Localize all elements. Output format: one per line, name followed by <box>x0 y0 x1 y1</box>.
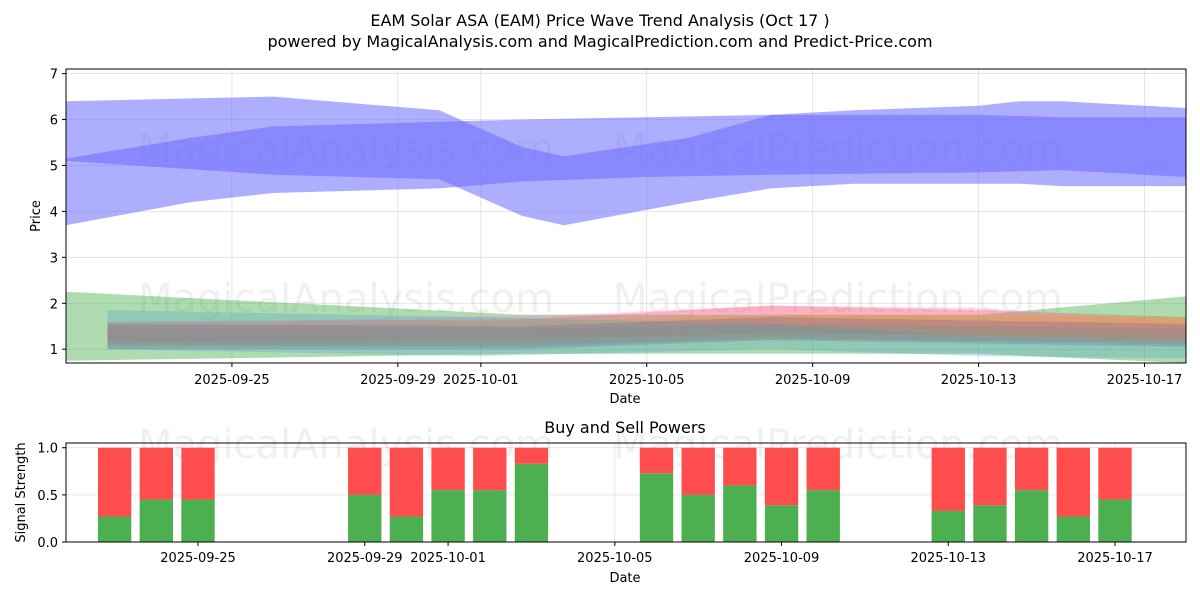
sell-bar-2025-10-16 <box>1056 447 1090 517</box>
sell-bar-2025-10-08 <box>723 447 757 486</box>
buy-bar-2025-10-16 <box>1056 516 1090 542</box>
signal-y-tick-label-0: 0.0 <box>37 536 58 551</box>
price-x-tick-label-5: 2025-10-13 <box>941 373 1017 388</box>
signal-axes-frame <box>65 442 1187 543</box>
price-y-tick-label-2: 3 <box>50 251 58 266</box>
buy-bar-2025-09-25 <box>181 499 215 542</box>
sell-bar-2025-10-10 <box>806 447 840 491</box>
chart-subtitle: powered by MagicalAnalysis.com and Magic… <box>267 32 932 51</box>
price-y-tick-label-6: 7 <box>50 68 58 83</box>
price-x-tick-label-2: 2025-10-01 <box>443 373 519 388</box>
signal-panel: MagicalAnalysis.com MagicalPrediction.com… <box>14 418 1187 586</box>
green-wide-band <box>66 291 1186 363</box>
buy-bar-2025-10-08 <box>723 485 757 542</box>
buy-bar-2025-10-03 <box>514 463 549 542</box>
pink-band <box>107 305 1186 340</box>
signal-y-tick-label-2: 1.0 <box>37 442 58 457</box>
signal-x-tick-label-6: 2025-10-17 <box>1077 551 1153 566</box>
buy-bar-2025-10-10 <box>806 490 840 542</box>
buy-bar-2025-09-24 <box>139 499 173 542</box>
buy-bar-2025-10-14 <box>973 505 1007 542</box>
price-y-tick-label-0: 1 <box>50 343 58 358</box>
watermark-analysis-mid: MagicalAnalysis.com <box>138 276 554 322</box>
buy-bar-2025-10-02 <box>473 490 507 542</box>
sell-bar-2025-10-14 <box>973 447 1007 506</box>
buy-bar-2025-10-17 <box>1098 499 1132 542</box>
sell-bar-2025-10-03 <box>514 447 549 464</box>
signal-y-tick-label-1: 0.5 <box>37 489 58 504</box>
price-y-tick-label-4: 5 <box>50 159 58 174</box>
sell-bar-2025-10-15 <box>1014 447 1049 491</box>
sell-bar-2025-09-25 <box>181 447 215 500</box>
buy-bar-2025-10-07 <box>681 494 715 542</box>
sell-bar-2025-10-17 <box>1098 447 1132 500</box>
price-x-tick-label-1: 2025-09-29 <box>360 373 436 388</box>
price-x-tick-label-4: 2025-10-09 <box>775 373 851 388</box>
orange-band <box>107 314 1186 347</box>
sell-bar-2025-10-01 <box>431 447 465 491</box>
signal-x-tick-label-1: 2025-09-29 <box>327 551 403 566</box>
price-x-tick-label-3: 2025-10-05 <box>609 373 685 388</box>
price-bands <box>66 96 1186 363</box>
buy-bar-2025-10-15 <box>1014 490 1049 542</box>
price-y-tick-label-3: 4 <box>50 205 58 220</box>
signal-panel-title: Buy and Sell Powers <box>544 418 706 437</box>
sell-bar-2025-10-07 <box>681 447 715 495</box>
price-y-tick-label-5: 6 <box>50 114 58 129</box>
buy-bar-2025-09-30 <box>389 516 424 542</box>
buy-bar-2025-09-29 <box>348 494 382 542</box>
signal-y-axis-label: Signal Strength <box>14 442 29 542</box>
price-x-tick-label-6: 2025-10-17 <box>1107 373 1183 388</box>
price-y-axis-label: Price <box>29 200 44 232</box>
signal-x-tick-label-4: 2025-10-09 <box>744 551 820 566</box>
sell-bar-2025-10-13 <box>931 447 965 511</box>
teal-band <box>107 310 1186 359</box>
signal-x-tick-label-2: 2025-10-01 <box>410 551 486 566</box>
buy-bar-2025-10-09 <box>764 505 799 542</box>
signal-x-tick-label-3: 2025-10-05 <box>577 551 653 566</box>
red-band <box>107 305 1186 343</box>
signal-x-axis-label: Date <box>609 571 640 586</box>
buy-bar-2025-10-13 <box>931 510 965 542</box>
buy-bar-2025-10-01 <box>431 490 465 542</box>
sell-bar-2025-10-02 <box>473 447 507 491</box>
price-axes-frame <box>65 68 1187 364</box>
price-x-axis-label: Date <box>609 392 640 407</box>
chart-title: EAM Solar ASA (EAM) Price Wave Trend Ana… <box>370 11 829 30</box>
price-x-tick-label-0: 2025-09-25 <box>194 373 270 388</box>
buy-bar-2025-10-06 <box>639 473 674 542</box>
signal-x-tick-label-0: 2025-09-25 <box>160 551 236 566</box>
gray-band <box>107 324 1186 347</box>
sell-bar-2025-09-24 <box>139 447 173 500</box>
sell-bar-2025-10-09 <box>764 447 799 506</box>
sell-bar-2025-10-06 <box>639 447 674 474</box>
buy-bar-2025-09-23 <box>97 516 132 542</box>
signal-x-tick-label-5: 2025-10-13 <box>910 551 986 566</box>
sell-bar-2025-09-29 <box>348 447 382 495</box>
watermark-prediction-mid: MagicalPrediction.com <box>613 276 1063 322</box>
blue-band-ascending <box>66 114 1186 226</box>
sell-bar-2025-09-30 <box>389 447 424 517</box>
price-panel: MagicalAnalysis.com MagicalPrediction.com… <box>29 68 1187 407</box>
purple-band <box>107 317 1186 350</box>
price-y-tick-label-1: 2 <box>50 297 58 312</box>
sell-bar-2025-09-23 <box>97 447 132 517</box>
